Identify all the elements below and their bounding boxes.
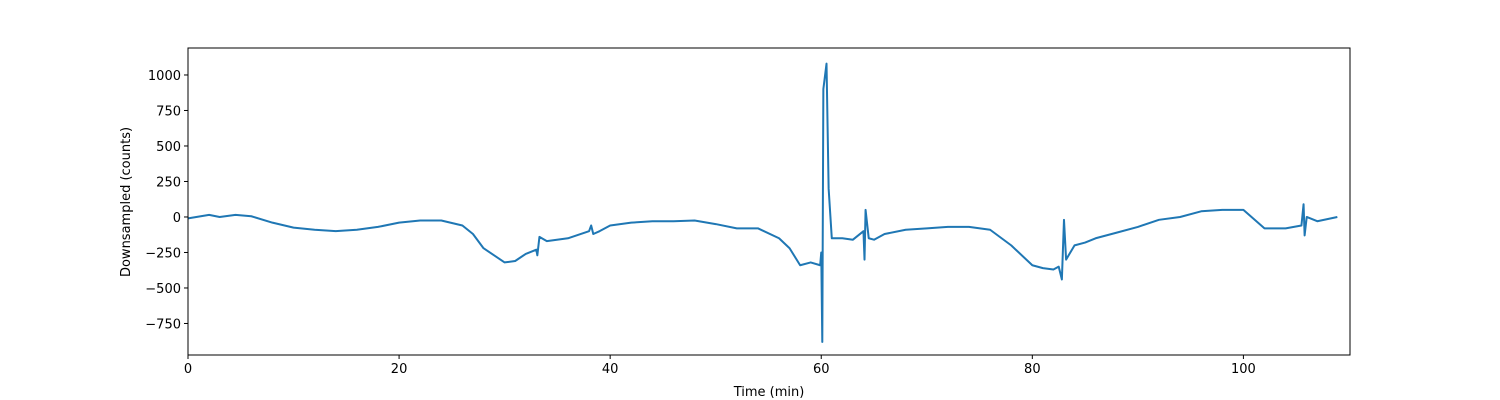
x-tick-label: 20 <box>391 362 408 377</box>
y-tick-label: −500 <box>145 282 181 297</box>
y-axis-label: Downsampled (counts) <box>119 127 134 277</box>
y-tick-label: 0 <box>173 211 181 226</box>
y-tick-label: −250 <box>145 246 181 261</box>
y-tick-label: 500 <box>156 140 181 155</box>
x-tick-label: 100 <box>1231 362 1256 377</box>
x-tick-label: 0 <box>184 362 192 377</box>
y-tick-label: −750 <box>145 317 181 332</box>
y-tick-label: 250 <box>156 175 181 190</box>
x-tick-label: 60 <box>813 362 830 377</box>
plot-frame <box>187 47 1351 356</box>
data-line <box>187 62 1338 343</box>
x-tick-label: 80 <box>1024 362 1041 377</box>
x-tick-label: 40 <box>602 362 619 377</box>
y-tick-label: 750 <box>156 104 181 119</box>
y-tick-label: 1000 <box>148 69 181 84</box>
x-axis-label: Time (min) <box>733 385 805 400</box>
